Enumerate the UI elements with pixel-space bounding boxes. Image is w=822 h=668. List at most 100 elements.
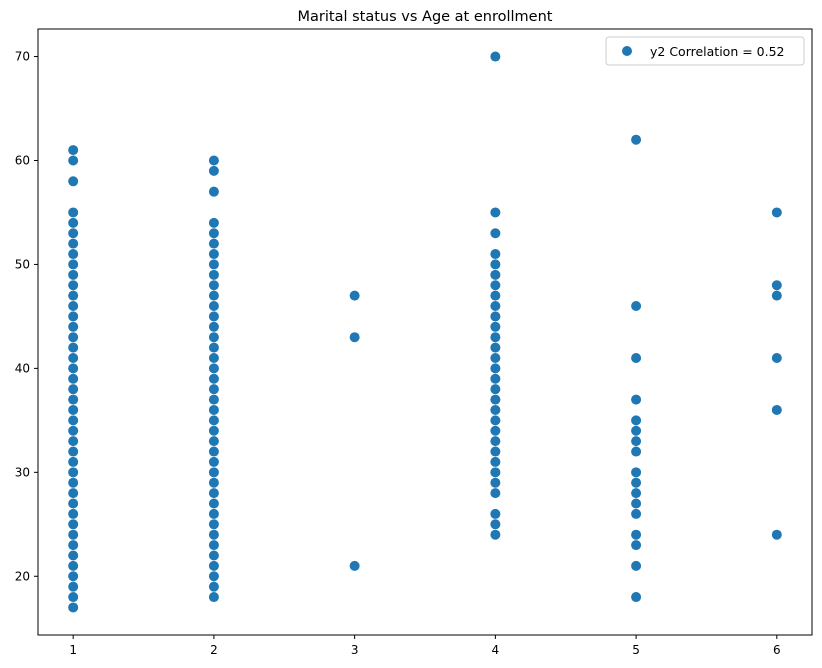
data-point xyxy=(771,290,782,301)
data-point xyxy=(490,394,501,405)
data-point xyxy=(208,592,219,603)
legend-label: y2 Correlation = 0.52 xyxy=(650,44,785,59)
data-point xyxy=(771,352,782,363)
data-point xyxy=(208,550,219,561)
x-tick-label: 3 xyxy=(351,643,359,657)
data-point xyxy=(208,280,219,291)
data-point xyxy=(208,498,219,509)
data-point xyxy=(68,508,79,519)
chart-title: Marital status vs Age at enrollment xyxy=(298,9,553,25)
data-point xyxy=(208,217,219,228)
data-point xyxy=(208,529,219,540)
data-point xyxy=(68,311,79,322)
data-point xyxy=(208,571,219,582)
data-point xyxy=(208,186,219,197)
data-point xyxy=(208,342,219,353)
data-point xyxy=(208,404,219,415)
data-point xyxy=(208,269,219,280)
data-point xyxy=(349,290,360,301)
data-point xyxy=(490,352,501,363)
legend-marker xyxy=(622,46,632,56)
data-point xyxy=(68,602,79,613)
data-point xyxy=(631,301,642,312)
data-point xyxy=(68,446,79,457)
data-point xyxy=(68,290,79,301)
data-point xyxy=(490,508,501,519)
data-point xyxy=(208,332,219,343)
legend: y2 Correlation = 0.52 xyxy=(605,36,805,66)
data-point xyxy=(631,540,642,551)
data-point xyxy=(68,249,79,260)
data-point xyxy=(631,498,642,509)
data-point xyxy=(631,592,642,603)
data-point xyxy=(68,228,79,239)
data-point xyxy=(490,321,501,332)
data-point xyxy=(490,456,501,467)
data-point xyxy=(208,415,219,426)
data-point xyxy=(631,560,642,571)
data-point xyxy=(208,425,219,436)
data-point xyxy=(68,342,79,353)
data-point xyxy=(208,456,219,467)
data-point xyxy=(771,207,782,218)
axis-ticks: 1 2 3 4 5 6 20 30 40 50 60 70 xyxy=(15,50,781,657)
data-point xyxy=(490,467,501,478)
data-point xyxy=(68,259,79,270)
data-point xyxy=(208,228,219,239)
data-point xyxy=(68,498,79,509)
y-tick-label: 30 xyxy=(15,465,30,479)
data-point xyxy=(490,373,501,384)
data-point xyxy=(68,373,79,384)
data-point xyxy=(68,238,79,249)
data-point xyxy=(349,560,360,571)
data-point xyxy=(68,363,79,374)
data-point xyxy=(490,342,501,353)
data-point xyxy=(771,529,782,540)
data-point xyxy=(631,529,642,540)
data-point xyxy=(490,51,501,62)
data-point xyxy=(490,259,501,270)
data-point xyxy=(208,384,219,395)
plot-area-frame xyxy=(37,28,813,636)
y-tick-label: 40 xyxy=(15,361,30,375)
data-point xyxy=(208,352,219,363)
data-point xyxy=(208,540,219,551)
y-tick-label: 60 xyxy=(15,153,30,167)
data-point xyxy=(631,134,642,145)
data-point xyxy=(208,508,219,519)
data-point xyxy=(68,436,79,447)
data-point xyxy=(631,446,642,457)
data-point xyxy=(68,477,79,488)
x-tick-label: 2 xyxy=(210,643,218,657)
data-point xyxy=(68,519,79,530)
data-point xyxy=(490,301,501,312)
data-point xyxy=(208,467,219,478)
data-point xyxy=(490,290,501,301)
legend-box xyxy=(605,36,805,66)
data-points xyxy=(68,51,782,613)
data-point xyxy=(68,488,79,499)
data-point xyxy=(68,321,79,332)
data-point xyxy=(490,425,501,436)
data-point xyxy=(771,280,782,291)
data-point xyxy=(68,550,79,561)
data-point xyxy=(68,404,79,415)
data-point xyxy=(349,332,360,343)
data-point xyxy=(68,332,79,343)
data-point xyxy=(208,436,219,447)
data-point xyxy=(631,394,642,405)
data-point xyxy=(208,519,219,530)
data-point xyxy=(68,467,79,478)
x-tick-label: 4 xyxy=(492,643,500,657)
data-point xyxy=(208,394,219,405)
data-point xyxy=(68,301,79,312)
data-point xyxy=(68,571,79,582)
data-point xyxy=(68,384,79,395)
data-point xyxy=(208,488,219,499)
data-point xyxy=(490,477,501,488)
data-point xyxy=(490,332,501,343)
data-point xyxy=(631,436,642,447)
data-point xyxy=(208,373,219,384)
